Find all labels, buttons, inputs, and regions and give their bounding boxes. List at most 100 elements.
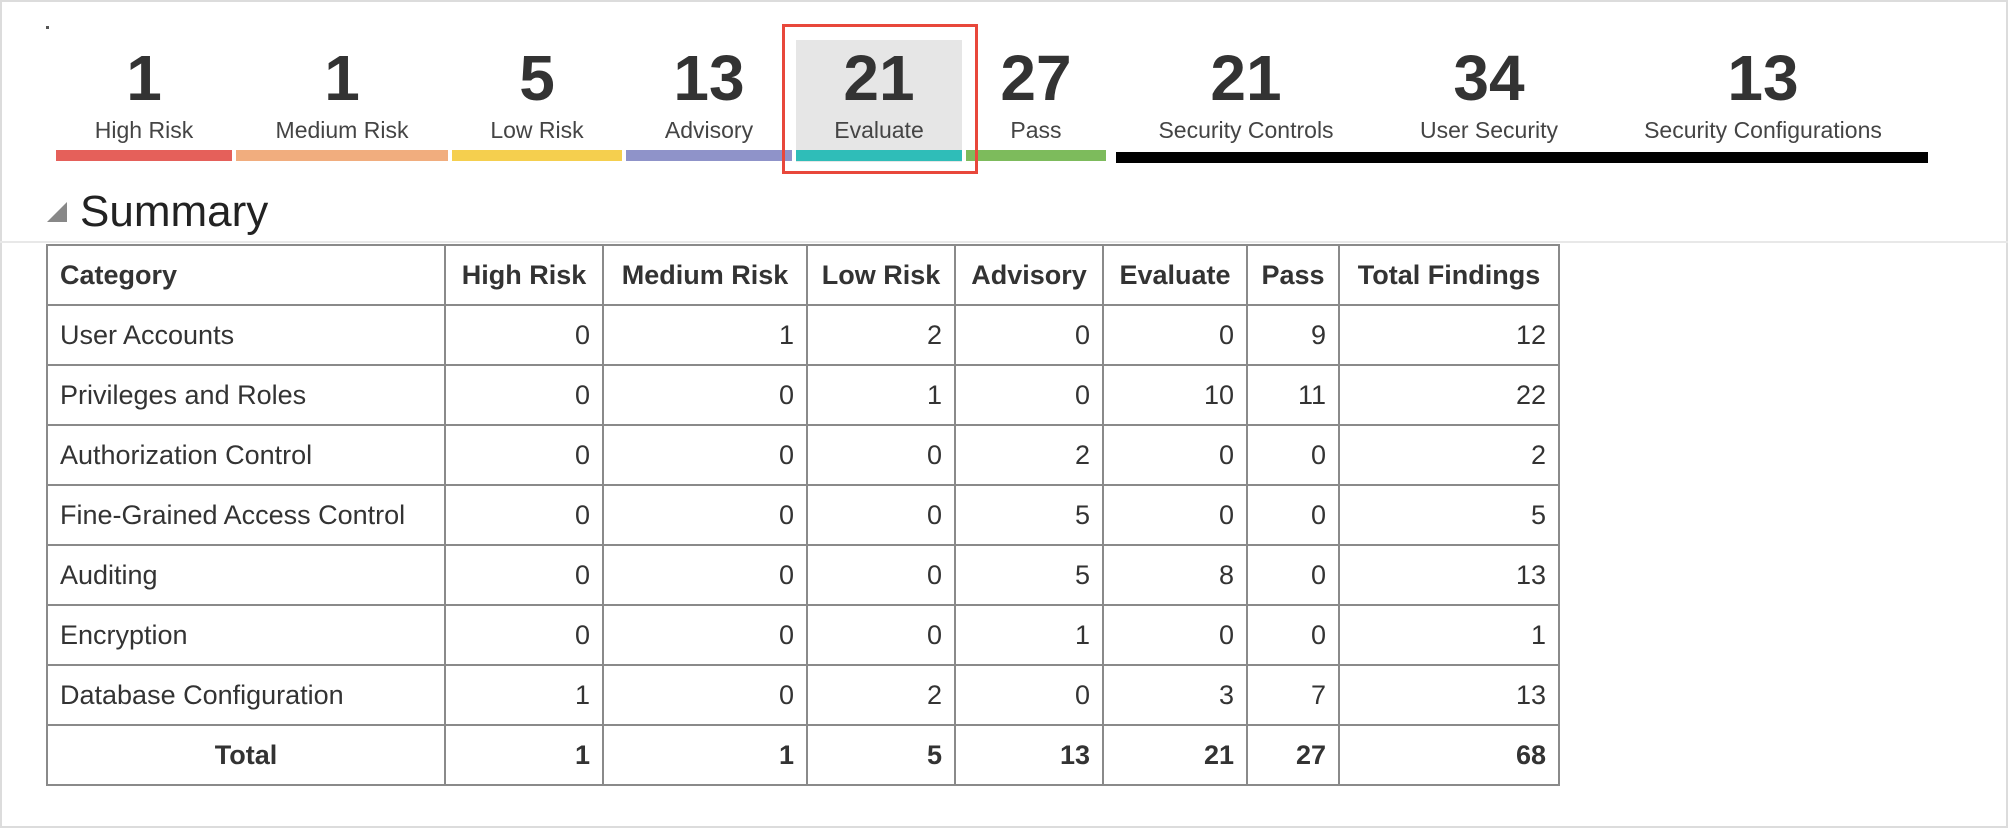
category-cell: Auditing [46,544,446,606]
table-cell: 0 [602,664,808,726]
summary-title: Summary [80,187,269,236]
table-cell: 8 [1102,544,1248,606]
group-underline-bar [1116,152,1928,163]
high-risk-color-bar [56,150,232,161]
table-row: Database Configuration 1 0 2 0 3 7 13 [46,664,1560,726]
table-cell: 0 [444,364,604,426]
column-header: Medium Risk [602,244,808,306]
table-cell: 0 [954,304,1104,366]
table-cell: 0 [806,424,956,486]
metric-value: 13 [1727,42,1799,114]
collapse-triangle-icon[interactable] [46,201,68,223]
metric-value: 1 [324,42,360,114]
column-header: Category [46,244,446,306]
metric-value: 21 [843,42,915,114]
metric-evaluate[interactable]: 21 Evaluate [796,40,962,162]
metric-label: Medium Risk [275,117,409,143]
table-cell: 1 [1338,604,1560,666]
category-cell: Authorization Control [46,424,446,486]
table-cell: 10 [1102,364,1248,426]
total-cell: 68 [1338,724,1560,786]
table-cell: 0 [602,424,808,486]
table-cell: 0 [444,484,604,546]
metric-value: 27 [1000,42,1072,114]
table-cell: 0 [602,544,808,606]
table-cell: 11 [1246,364,1340,426]
summary-table: Category High Risk Medium Risk Low Risk … [46,244,1560,786]
table-cell: 0 [444,604,604,666]
table-cell: 2 [806,664,956,726]
column-header: Low Risk [806,244,956,306]
table-cell: 0 [1246,424,1340,486]
section-divider [0,241,2008,243]
category-cell: Fine-Grained Access Control [46,484,446,546]
table-row: Auditing 0 0 0 5 8 0 13 [46,544,1560,606]
evaluate-color-bar [796,150,962,161]
metric-label: High Risk [94,117,194,143]
table-cell: 0 [954,664,1104,726]
table-row: Privileges and Roles 0 0 1 0 10 11 22 [46,364,1560,426]
metric-value: 34 [1453,42,1525,114]
table-cell: 5 [954,544,1104,606]
table-cell: 0 [444,304,604,366]
total-row: Total 1 1 5 13 21 27 68 [46,724,1560,786]
table-cell: 1 [806,364,956,426]
metric-label: Security Controls [1158,117,1334,143]
category-cell: Database Configuration [46,664,446,726]
summary-section-header[interactable]: Summary [46,182,268,242]
table-cell: 0 [602,604,808,666]
table-cell: 0 [1246,484,1340,546]
table-header-row: Category High Risk Medium Risk Low Risk … [46,244,1560,306]
total-cell: 1 [602,724,808,786]
column-header: Pass [1246,244,1340,306]
table-cell: 2 [954,424,1104,486]
table-cell: 0 [954,364,1104,426]
table-cell: 2 [806,304,956,366]
total-cell: 21 [1102,724,1248,786]
table-cell: 3 [1102,664,1248,726]
table-cell: 0 [444,424,604,486]
metric-value: 21 [1210,42,1282,114]
table-cell: 0 [806,484,956,546]
table-cell: 1 [444,664,604,726]
table-cell: 1 [954,604,1104,666]
table-row: Authorization Control 0 0 0 2 0 0 2 [46,424,1560,486]
total-cell: 1 [444,724,604,786]
table-cell: 0 [806,544,956,606]
table-cell: 1 [602,304,808,366]
table-cell: 0 [444,544,604,606]
total-cell: 27 [1246,724,1340,786]
column-header: High Risk [444,244,604,306]
table-cell: 0 [1102,484,1248,546]
column-header: Advisory [954,244,1104,306]
table-cell: 12 [1338,304,1560,366]
table-cell: 9 [1246,304,1340,366]
table-cell: 13 [1338,664,1560,726]
metric-label: Low Risk [490,117,584,143]
column-header: Total Findings [1338,244,1560,306]
table-cell: 0 [1102,604,1248,666]
table-cell: 22 [1338,364,1560,426]
table-row: User Accounts 0 1 2 0 0 9 12 [46,304,1560,366]
metric-label: Advisory [664,117,754,143]
pass-color-bar [966,150,1106,161]
metric-value: 5 [519,42,555,114]
table-cell: 0 [806,604,956,666]
metric-label: Evaluate [834,117,924,143]
corner-dot [46,26,49,29]
table-row: Fine-Grained Access Control 0 0 0 5 0 0 … [46,484,1560,546]
medium-risk-color-bar [236,150,448,161]
table-cell: 5 [1338,484,1560,546]
metric-value: 13 [673,42,745,114]
table-cell: 2 [1338,424,1560,486]
table-row: Encryption 0 0 0 1 0 0 1 [46,604,1560,666]
metric-label: Security Configurations [1644,117,1882,143]
table-cell: 0 [602,484,808,546]
metric-label: Pass [1010,117,1062,143]
category-cell: User Accounts [46,304,446,366]
table-cell: 13 [1338,544,1560,606]
total-cell: 5 [806,724,956,786]
advisory-color-bar [626,150,792,161]
selection-highlight [782,24,978,174]
